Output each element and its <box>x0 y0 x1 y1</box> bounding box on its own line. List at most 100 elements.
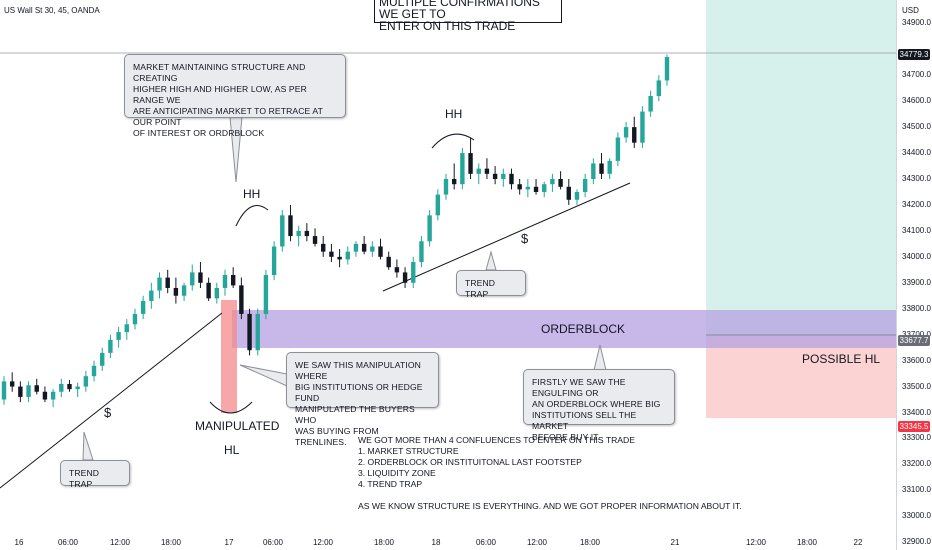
candle-body <box>173 287 179 296</box>
profit-zone <box>706 0 896 335</box>
structure-note-pointer <box>229 116 243 183</box>
price-tick: 34300.0 <box>902 174 931 183</box>
candle-body <box>132 313 138 325</box>
time-tick: 16 <box>14 538 24 547</box>
price-tick: 33200.0 <box>902 459 931 469</box>
loss-zone <box>706 335 896 418</box>
candle-body <box>198 272 203 283</box>
candle-body <box>345 251 350 260</box>
time-tick: 18:00 <box>579 538 601 547</box>
candle-body <box>566 186 571 200</box>
candle-body <box>50 391 56 400</box>
manipulation-note-pointer <box>239 364 288 387</box>
candle-body <box>321 243 326 252</box>
price-tag: 33677.7 <box>898 334 930 346</box>
hh-label-right: HH <box>445 107 463 121</box>
time-tick: 06:00 <box>475 538 497 547</box>
candle-body <box>337 256 342 260</box>
trend-trap-note-right[interactable]: TREND TRAP <box>456 270 526 299</box>
time-tick: 18 <box>431 538 441 547</box>
candle-body <box>664 57 670 81</box>
manipulation-highlight <box>221 300 237 413</box>
candle-body <box>402 272 408 283</box>
candle-body <box>599 163 604 174</box>
candle-body <box>67 383 72 390</box>
candle-body <box>468 153 473 174</box>
candle-body <box>1 381 7 400</box>
candle-body <box>296 230 301 237</box>
candle-body <box>230 275 236 286</box>
currency-label: USD <box>902 6 919 15</box>
price-tick: 33800.0 <box>902 303 931 313</box>
candle-body <box>91 365 97 377</box>
price-tick: 34400.0 <box>902 148 931 158</box>
trend-trap-note-left[interactable]: TREND TRAP <box>60 460 130 489</box>
candle-body <box>288 215 293 237</box>
candle-body <box>476 168 481 174</box>
price-tick: 34700.0 <box>902 70 931 80</box>
price-tick: 32900.0 <box>902 537 931 547</box>
candle-body <box>9 381 15 387</box>
price-tick: 33400.0 <box>902 407 931 417</box>
price-tick: 34100.0 <box>902 225 931 235</box>
price-tag: 34779.3 <box>898 49 930 61</box>
manipulation-note[interactable]: WE SAW THIS MANIPULATION WHERE BIG INSTI… <box>286 352 439 447</box>
hh-arc-right <box>431 133 475 149</box>
candle-body <box>582 179 588 192</box>
candle-body <box>222 275 228 288</box>
candle-body <box>312 236 318 244</box>
candle-body <box>394 267 400 273</box>
candle-body <box>533 186 539 192</box>
structure-note[interactable]: MARKET MAINTAINING STRUCTURE AND CREATIN… <box>124 54 346 138</box>
candle-body <box>34 385 39 392</box>
candle-body <box>181 285 187 296</box>
candles-group <box>1 54 670 408</box>
candle-body <box>206 282 211 299</box>
hl-arc <box>209 401 253 414</box>
price-tag: 33345.5 <box>898 421 930 433</box>
candle-body <box>157 277 162 291</box>
price-tick: 34500.0 <box>902 122 931 132</box>
trendtrap-right-pointer <box>485 250 497 271</box>
engulfing-note[interactable]: FIRSTLY WE SAW THE ENGULFING OR AN ORDER… <box>523 369 675 442</box>
candle-body <box>451 179 457 185</box>
price-tick: 33000.0 <box>902 511 931 521</box>
candle-body <box>370 246 375 252</box>
candle-body <box>501 173 506 180</box>
manipulated-label: MANIPULATED <box>195 419 280 433</box>
possible-hl-label: POSSIBLE HL <box>802 352 881 366</box>
candle-body <box>83 376 89 387</box>
candle-body <box>75 386 80 390</box>
time-tick: 12:00 <box>109 538 131 547</box>
candle-body <box>255 313 260 351</box>
hh-label-left: HH <box>243 187 261 201</box>
time-tick: 18:00 <box>796 538 818 547</box>
candle-body <box>140 300 146 314</box>
candle-body <box>443 179 449 195</box>
price-axis[interactable] <box>896 0 932 550</box>
candle-body <box>271 246 277 275</box>
candle-body <box>640 111 645 143</box>
trendline-right <box>382 182 631 292</box>
candle-body <box>542 184 547 192</box>
candle-body <box>460 153 465 185</box>
candle-body <box>165 277 170 288</box>
candle-body <box>517 184 522 190</box>
candle-body <box>591 163 596 180</box>
candle-body <box>100 352 105 366</box>
candle-body <box>149 290 154 301</box>
candle-body <box>18 386 23 397</box>
price-tick: 33100.0 <box>902 485 931 495</box>
symbol-title: US Wall St 30, 45, OANDA <box>4 6 100 15</box>
trendtrap-left-pointer <box>82 431 94 461</box>
candle-body <box>574 191 580 200</box>
orderblock-label: ORDERBLOCK <box>541 322 626 336</box>
candle-body <box>108 339 113 353</box>
candle-body <box>492 173 498 180</box>
candle-body <box>116 332 121 340</box>
candle-body <box>525 186 531 190</box>
candle-body <box>378 246 383 257</box>
price-tick: 34600.0 <box>902 96 931 106</box>
